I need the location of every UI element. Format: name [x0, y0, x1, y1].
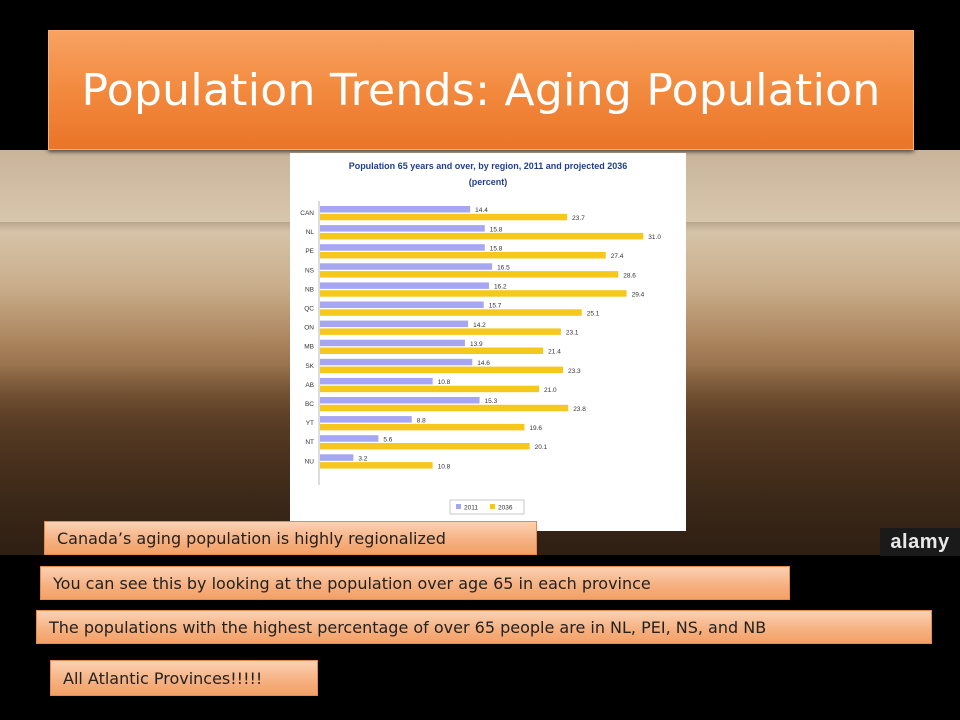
data-label-2036: 21.4 — [548, 349, 561, 356]
chart-legend: 2011 2036 — [449, 499, 525, 515]
category-label: CAN — [300, 210, 314, 217]
data-label-2036: 29.4 — [632, 291, 645, 298]
bar-2036 — [320, 290, 627, 297]
data-label-2011: 16.2 — [494, 284, 507, 291]
bar-2036 — [320, 462, 433, 469]
category-label: NT — [305, 439, 314, 446]
data-label-2036: 28.6 — [623, 272, 636, 279]
note-regionalized: Canada’s aging population is highly regi… — [44, 521, 537, 555]
bar-2036 — [320, 213, 568, 221]
watermark-logo: alamy — [880, 528, 960, 556]
data-label-2011: 3.2 — [358, 456, 367, 463]
bar-2011 — [320, 320, 469, 328]
chart-title: Population 65 years and over, by region,… — [349, 161, 628, 171]
legend-swatch-2036 — [490, 504, 495, 509]
bar-2036 — [320, 366, 563, 374]
bar-2011 — [320, 263, 493, 270]
data-label-2011: 15.8 — [490, 226, 503, 233]
data-label-2011: 5.6 — [383, 436, 392, 443]
bar-2011 — [320, 339, 465, 347]
category-label: NU — [305, 458, 315, 465]
data-label-2011: 13.9 — [470, 341, 483, 348]
note-atlantic: All Atlantic Provinces!!!!! — [50, 660, 318, 696]
data-label-2036: 23.1 — [566, 330, 579, 337]
data-label-2011: 15.8 — [490, 245, 503, 252]
data-label-2036: 19.6 — [529, 425, 542, 432]
bar-2011 — [320, 206, 471, 213]
bar-2036 — [320, 404, 569, 412]
bar-2036 — [320, 252, 606, 259]
legend-label-2011: 2011 — [464, 505, 478, 512]
bar-2011 — [320, 282, 489, 289]
bar-2036 — [320, 328, 561, 335]
legend-swatch-2011 — [456, 504, 461, 509]
bar-2036 — [320, 385, 539, 393]
bar-2036 — [320, 347, 544, 354]
note-text-2: You can see this by looking at the popul… — [53, 573, 651, 593]
category-label: YT — [306, 420, 314, 427]
data-label-2036: 27.4 — [611, 253, 624, 260]
note-text-3: The populations with the highest percent… — [49, 617, 767, 637]
bar-2011 — [320, 244, 485, 251]
chart-bars: CAN 14.4 23.7 NL 15.8 31.0 PE 15.8 27.4 NS 16.5 28.… — [300, 206, 661, 470]
data-label-2036: 21.0 — [544, 387, 557, 394]
bar-2011 — [320, 377, 433, 385]
bar-2036 — [320, 232, 644, 240]
category-label: NL — [306, 229, 315, 236]
data-label-2011: 15.7 — [489, 303, 502, 310]
category-label: NS — [305, 267, 315, 274]
legend-box — [449, 499, 525, 515]
bar-2011 — [320, 435, 379, 442]
data-label-2011: 10.8 — [438, 379, 451, 386]
bar-2036 — [320, 271, 619, 278]
data-label-2036: 20.1 — [535, 444, 548, 451]
note-highest-percentage: The populations with the highest percent… — [36, 610, 932, 644]
category-label: QC — [304, 306, 314, 313]
note-text-1: Canada’s aging population is highly regi… — [57, 528, 446, 548]
data-label-2011: 16.5 — [497, 265, 510, 272]
bar-2036 — [320, 423, 525, 431]
data-label-2036: 23.3 — [568, 368, 581, 375]
data-label-2036: 25.1 — [587, 311, 600, 318]
data-label-2036: 23.7 — [572, 215, 585, 222]
bar-2036 — [320, 309, 582, 316]
data-label-2036: 31.0 — [648, 234, 661, 241]
bar-2011 — [320, 358, 473, 366]
chart-panel: Population 65 years and over, by region,… — [290, 153, 686, 531]
note-text-4: All Atlantic Provinces!!!!! — [63, 668, 263, 688]
category-label: PE — [305, 248, 314, 255]
data-label-2011: 14.6 — [477, 360, 490, 367]
category-label: BC — [305, 401, 314, 408]
category-label: ON — [304, 325, 314, 332]
bar-2011 — [320, 454, 354, 461]
category-label: MB — [304, 344, 314, 351]
data-label-2011: 8.8 — [417, 417, 426, 424]
data-label-2011: 14.4 — [475, 207, 488, 214]
title-banner: Population Trends: Aging Population — [48, 30, 914, 150]
bar-chart: Population 65 years and over, by region,… — [300, 161, 661, 515]
note-over-65: You can see this by looking at the popul… — [40, 566, 790, 600]
category-label: AB — [305, 382, 314, 389]
bar-2011 — [320, 225, 485, 232]
data-label-2011: 15.3 — [485, 398, 498, 405]
data-label-2036: 23.8 — [573, 406, 586, 413]
data-label-2036: 10.8 — [438, 463, 451, 470]
category-label: NB — [305, 286, 314, 293]
legend-label-2036: 2036 — [498, 505, 513, 512]
bar-2011 — [320, 416, 412, 423]
bar-2011 — [320, 301, 484, 308]
slide-title: Population Trends: Aging Population — [81, 64, 881, 116]
bar-2036 — [320, 443, 530, 450]
chart-subtitle: (percent) — [469, 177, 508, 187]
data-label-2011: 14.2 — [473, 322, 486, 329]
bar-2011 — [320, 397, 480, 404]
category-label: SK — [305, 363, 314, 370]
